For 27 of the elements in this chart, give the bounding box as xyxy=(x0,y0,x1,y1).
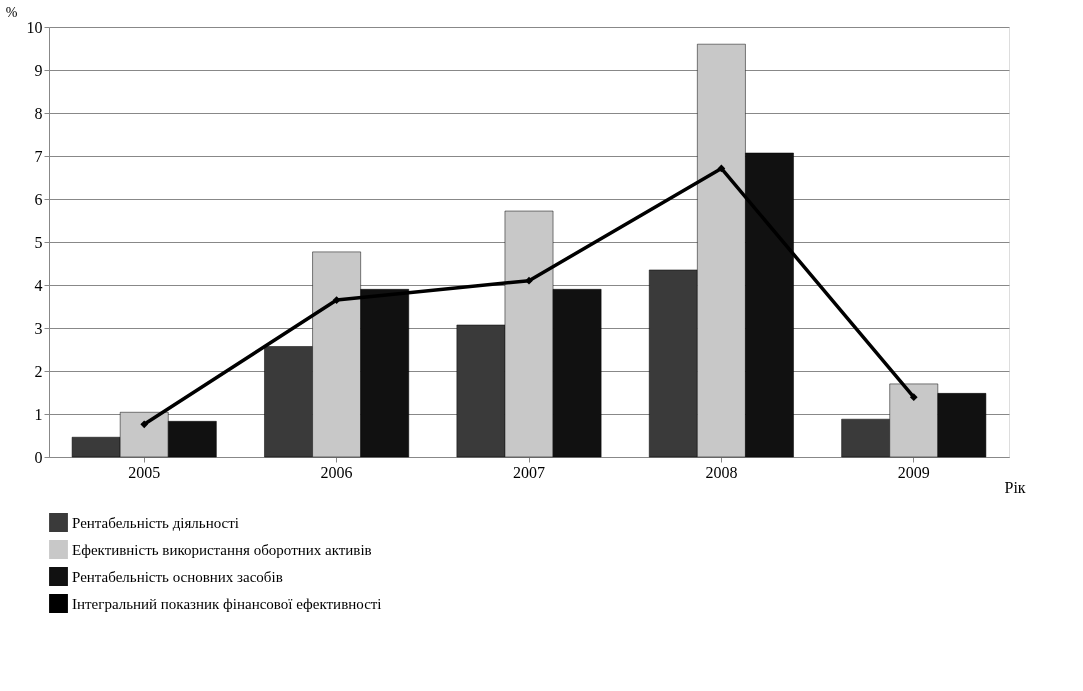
y-tick-label: 7 xyxy=(34,147,43,165)
point xyxy=(525,276,533,285)
x-tick-label: 2009 xyxy=(897,463,930,481)
y-axis-title: % xyxy=(5,4,18,20)
x-tick-label: 2008 xyxy=(705,463,738,481)
x-axis-title: Рік xyxy=(1004,478,1026,496)
y-tick-label: 5 xyxy=(34,233,43,251)
point xyxy=(332,296,341,304)
y-tick-label: 4 xyxy=(34,276,43,294)
legend-label: Рентабельність основних засобів xyxy=(72,568,283,585)
y-tick-label: 6 xyxy=(34,190,43,208)
legend-label: Ефективність використання оборотних активів xyxy=(72,541,372,558)
y-tick-label: 2 xyxy=(34,362,43,380)
x-tick-label: 2007 xyxy=(513,463,545,481)
x-tick-label: 2005 xyxy=(128,463,161,481)
y-tick-label: 10 xyxy=(26,18,43,36)
legend-label: Рентабельність діяльності xyxy=(72,514,239,531)
point xyxy=(909,393,918,402)
point xyxy=(140,420,149,429)
y-tick-label: 1 xyxy=(34,405,43,423)
point xyxy=(717,164,726,173)
y-tick-label: 3 xyxy=(34,319,43,337)
y-tick-label: 0 xyxy=(34,448,43,466)
x-tick-label: 2006 xyxy=(320,463,353,481)
y-tick-label: 9 xyxy=(34,61,43,79)
legend-label: Інтегральний показник фінансової ефективності xyxy=(72,595,382,612)
y-tick-label: 8 xyxy=(34,104,43,122)
